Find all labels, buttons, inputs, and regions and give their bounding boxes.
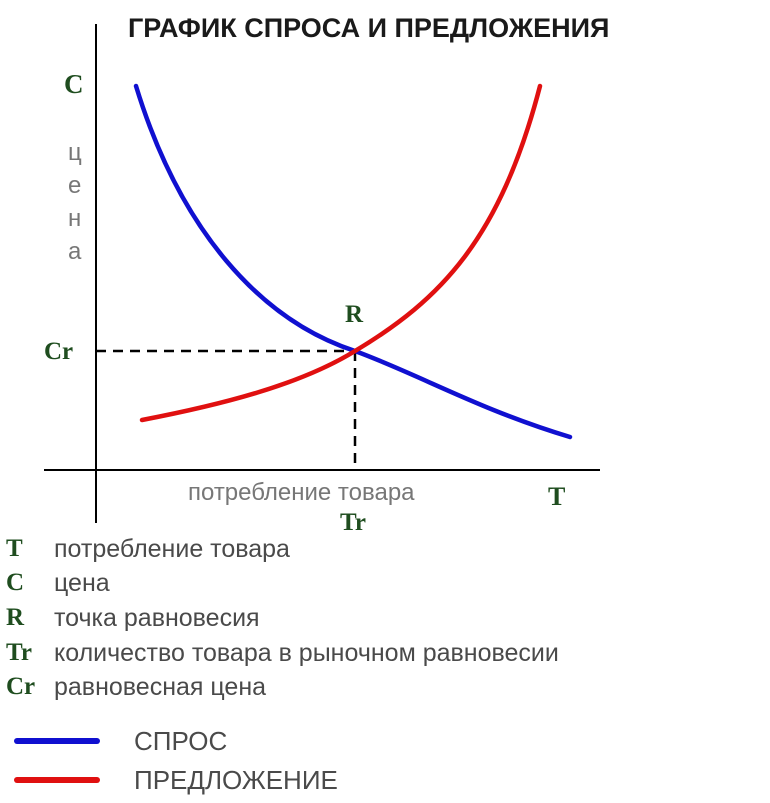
legend-symbol: T	[6, 535, 23, 562]
legend-row: C цена	[6, 567, 110, 599]
y-axis-letter-2: е	[68, 172, 81, 199]
legend-text: равновесная цена	[54, 672, 267, 701]
legend-text: цена	[54, 568, 110, 597]
supply-curve	[139, 83, 543, 423]
demand-legend-label: СПРОС	[134, 725, 228, 756]
y-axis-letter-1: ц	[68, 139, 82, 166]
curve-legend-demand: СПРОС	[14, 723, 227, 759]
equilibrium-point-label: R	[345, 301, 364, 328]
diagram-title: ГРАФИК СПРОСА И ПРЕДЛОЖЕНИЯ	[128, 13, 609, 43]
legend-symbol: Tr	[6, 639, 32, 666]
y-axis-letter-4: а	[68, 238, 82, 265]
legend-symbol: Cr	[6, 673, 36, 700]
legend-row: T потребление товара	[6, 533, 290, 565]
equilibrium-quantity-label: Tr	[340, 509, 366, 536]
x-axis-symbol: T	[548, 482, 565, 511]
y-axis-letter-3: н	[68, 205, 81, 232]
legend-text: количество товара в рыночном равновесии	[54, 638, 559, 667]
supply-legend-label: ПРЕДЛОЖЕНИЕ	[134, 764, 338, 795]
legend-row: Cr равновесная цена	[6, 671, 266, 703]
legend-text: потребление товара	[54, 534, 290, 563]
demand-curve	[133, 83, 573, 440]
legend-row: Tr количество товара в рыночном равновес…	[6, 637, 559, 669]
x-axis-word: потребление товара	[188, 479, 415, 506]
demand-line-swatch	[14, 738, 100, 744]
y-axis-symbol: C	[64, 69, 84, 99]
supply-line-swatch	[14, 777, 100, 783]
legend-symbol: C	[6, 569, 25, 596]
legend-symbol: R	[6, 604, 25, 631]
curve-legend-supply: ПРЕДЛОЖЕНИЕ	[14, 762, 338, 798]
equilibrium-price-label: Cr	[44, 338, 73, 365]
legend-row: R точка равновесия	[6, 602, 260, 634]
legend-text: точка равновесия	[54, 603, 260, 632]
